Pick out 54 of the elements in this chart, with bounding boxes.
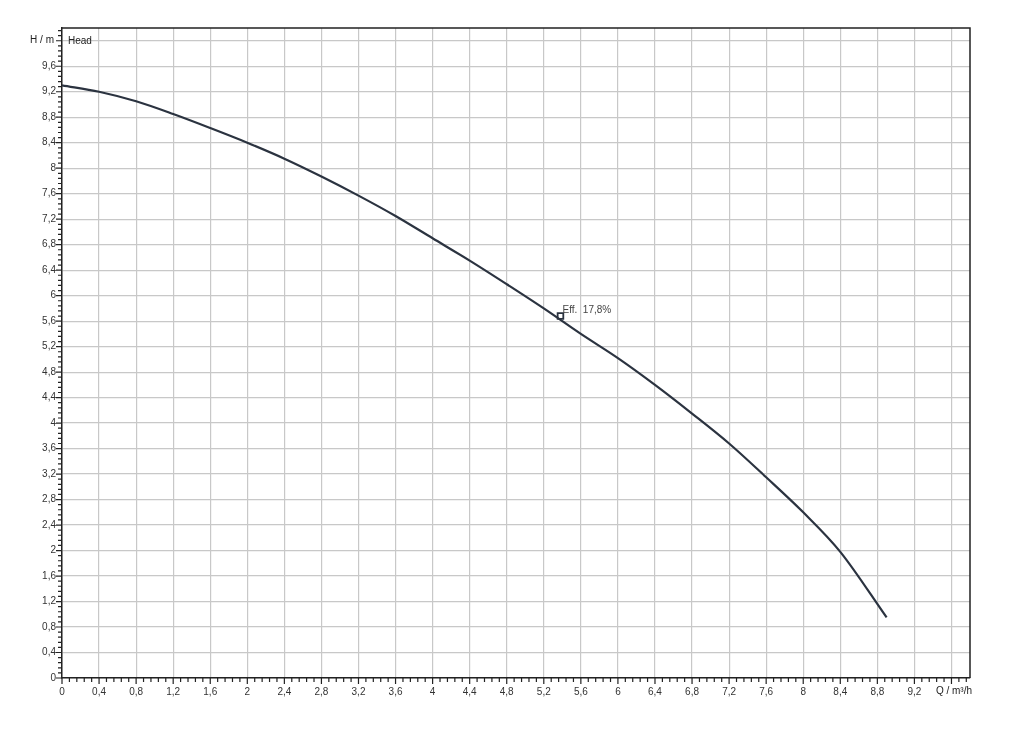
y-tick-label: 6,4 <box>42 263 57 275</box>
x-tick-label: 0 <box>59 685 66 697</box>
x-tick-label: 1,2 <box>166 685 181 697</box>
y-tick-label: 9,6 <box>42 59 57 71</box>
y-tick-label: 3,6 <box>42 442 57 454</box>
line-series <box>62 84 888 619</box>
y-tick-label: 8,8 <box>42 110 57 122</box>
x-axis-title: Q / m³/h <box>935 684 972 696</box>
x-tick-label: 3,6 <box>388 685 403 697</box>
x-tick-label: 8,4 <box>833 685 848 697</box>
y-tick-label: 7,6 <box>42 187 57 199</box>
y-tick-label: 1,6 <box>42 569 57 581</box>
y-tick-label: 0,4 <box>42 646 57 658</box>
y-tick-label: 8,4 <box>42 136 57 148</box>
y-tick-label: 2,8 <box>42 493 57 505</box>
y-tick-label: 4,4 <box>42 391 57 403</box>
x-tick-label: 2 <box>244 685 251 697</box>
annotation: Head <box>68 34 92 46</box>
x-tick-label: 0,4 <box>92 685 107 697</box>
y-tick-label: 4 <box>50 416 57 428</box>
y-tick-label: 0,8 <box>42 620 57 632</box>
y-tick-label: 5,2 <box>42 340 57 352</box>
y-tick-label: 6 <box>50 289 57 301</box>
x-tick-label: 4 <box>429 685 436 697</box>
x-tick-label: 7,6 <box>759 685 774 697</box>
y-tick-label: 2 <box>50 544 57 556</box>
y-tick-label: 4,8 <box>42 365 57 377</box>
x-tick-label: 6,4 <box>648 685 663 697</box>
x-tick-label: 6,8 <box>685 685 700 697</box>
x-tick-label: 8,8 <box>870 685 885 697</box>
y-tick-label: 5,6 <box>42 314 57 326</box>
x-tick-label: 7,2 <box>722 685 737 697</box>
x-tick-label: 4,8 <box>499 685 515 697</box>
x-tick-label: 5,6 <box>573 685 589 697</box>
y-tick-label: 2,4 <box>42 518 57 530</box>
x-tick-label: 9,2 <box>907 685 922 697</box>
y-tick-label: 9,2 <box>42 85 57 97</box>
y-tick-label: 6,8 <box>42 238 57 250</box>
x-tick-label: 5,2 <box>536 685 552 697</box>
y-tick-label: 7,2 <box>42 212 57 224</box>
y-tick-label: 0 <box>50 671 57 683</box>
y-tick-label: 1,2 <box>42 595 57 607</box>
x-tick-label: 2,4 <box>277 685 292 697</box>
x-tick-label: 4,4 <box>462 685 478 697</box>
y-axis-title: H / m <box>30 34 54 46</box>
y-tick-label: 8 <box>50 161 57 173</box>
x-tick-label: 8 <box>800 685 807 697</box>
annotation: Eff. 17,8% <box>562 303 612 315</box>
x-tick-label: 6 <box>615 685 622 697</box>
x-tick-label: 1,6 <box>203 685 218 697</box>
x-tick-label: 3,2 <box>351 685 366 697</box>
y-tick-label: 3,2 <box>42 467 57 479</box>
x-tick-label: 2,8 <box>314 685 329 697</box>
x-tick-label: 0,8 <box>129 685 144 697</box>
